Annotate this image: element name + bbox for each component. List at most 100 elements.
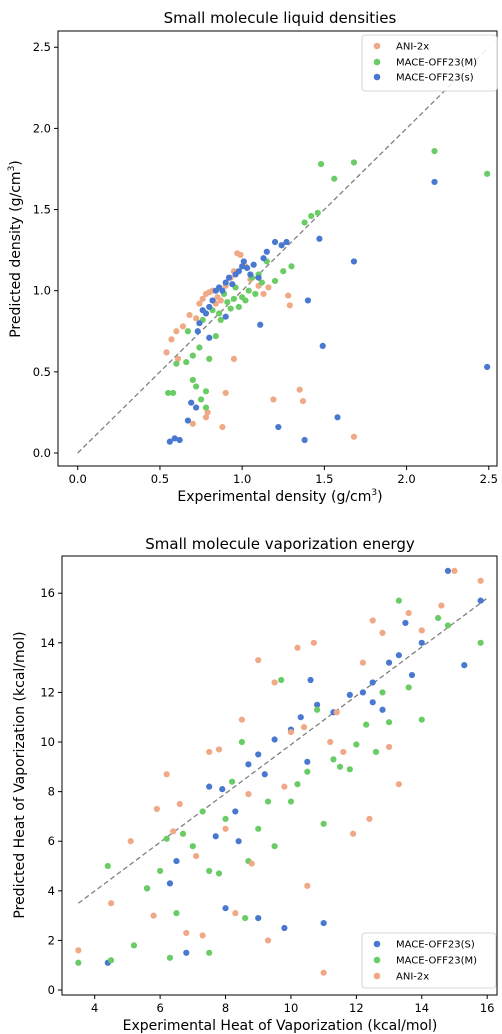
point-mace-off23-m xyxy=(202,404,210,411)
point-mace-off23-m xyxy=(196,344,203,351)
vaporization-panel: Small molecule vaporization energy 4 6 8 10… xyxy=(12,535,498,1034)
point-mace-off23-s xyxy=(225,274,233,281)
point-mace-off23-s xyxy=(222,313,229,320)
point-mace-off23-s xyxy=(408,671,416,679)
point-ani-2x xyxy=(192,853,200,860)
point-ani-2x xyxy=(294,644,301,651)
point-mace-off23-s xyxy=(484,363,491,371)
point-ani-2x xyxy=(75,947,82,954)
point-ani-2x xyxy=(245,791,252,798)
point-mace-off23-m xyxy=(173,910,180,917)
point-mace-off23-m xyxy=(199,808,206,815)
legend-marker-mace-off23-m-2 xyxy=(373,956,381,964)
point-ani-2x xyxy=(186,311,193,319)
point-mace-off23-s xyxy=(206,334,213,341)
point-ani-2x xyxy=(395,781,402,788)
point-mace-off23-s xyxy=(235,838,242,845)
point-mace-off23-s xyxy=(202,310,210,317)
point-mace-off23-s xyxy=(379,706,386,713)
point-mace-off23-s xyxy=(431,178,438,186)
point-mace-off23-m xyxy=(166,954,174,961)
legend-marker-mace-off23-m xyxy=(373,58,381,66)
point-mace-off23-m xyxy=(245,287,252,294)
point-mace-off23-s xyxy=(229,281,236,288)
legend-label-ani-2x: ANI-2x xyxy=(396,42,429,53)
point-ani-2x xyxy=(418,627,425,634)
vaporization-y-tick-label: 10 xyxy=(40,735,55,749)
point-mace-off23-m xyxy=(331,175,338,182)
point-ani-2x xyxy=(189,420,196,427)
point-ani-2x xyxy=(196,300,203,307)
point-mace-off23-s xyxy=(250,261,257,268)
point-mace-off23-m xyxy=(278,676,285,684)
point-mace-off23-m xyxy=(255,825,262,832)
point-ani-2x xyxy=(215,746,223,753)
point-mace-off23-s xyxy=(334,414,341,421)
legend-label-ani-2x-2: ANI-2x xyxy=(396,972,429,983)
point-mace-off23-m xyxy=(336,763,344,770)
point-ani-2x xyxy=(255,657,262,664)
vaporization-plot-area: 4 6 8 10 12 14 16 0 2 4 6 8 10 12 14 16 xyxy=(40,555,498,1015)
vaporization-x-tick-label: 4 xyxy=(91,1001,98,1015)
legend-label-mace-off23-m: MACE-OFF23(M) xyxy=(396,58,477,69)
point-mace-off23-m xyxy=(395,597,402,604)
point-mace-off23-m xyxy=(189,352,196,359)
point-ani-2x xyxy=(199,295,206,302)
point-mace-off23-s xyxy=(314,701,321,708)
point-mace-off23-m xyxy=(330,756,337,763)
point-mace-off23-m xyxy=(346,766,353,773)
vaporization-y-tick-label: 6 xyxy=(48,834,55,848)
density-y-tick-label: 0.0 xyxy=(33,446,51,460)
point-mace-off23-s xyxy=(359,689,367,696)
density-axes-frame xyxy=(57,30,498,467)
point-mace-off23-m xyxy=(258,279,265,286)
point-mace-off23-m xyxy=(179,830,187,837)
point-mace-off23-m xyxy=(271,843,278,850)
density-y-tick-label: 0.5 xyxy=(33,365,51,379)
point-mace-off23-m xyxy=(314,209,321,216)
point-mace-off23-m xyxy=(217,316,224,324)
point-mace-off23-s xyxy=(184,417,191,424)
point-mace-off23-s xyxy=(239,263,246,270)
point-mace-off23-m xyxy=(165,389,172,397)
point-mace-off23-s xyxy=(261,771,268,778)
point-ani-2x xyxy=(202,414,210,421)
point-mace-off23-m xyxy=(189,376,196,384)
point-ani-2x xyxy=(320,969,327,976)
vaporization-x-tick-label: 6 xyxy=(156,1001,163,1015)
point-mace-off23-m xyxy=(157,867,164,875)
point-mace-off23-m xyxy=(238,738,245,746)
point-ani-2x xyxy=(286,302,293,309)
point-mace-off23-s xyxy=(240,258,247,265)
point-mace-off23-m xyxy=(215,870,223,877)
point-ani-2x xyxy=(327,738,334,746)
point-mace-off23-m xyxy=(484,170,491,177)
point-mace-off23-m xyxy=(444,622,452,629)
point-mace-off23-m xyxy=(350,159,358,166)
point-ani-2x xyxy=(285,292,292,299)
point-mace-off23-m xyxy=(301,219,308,226)
point-mace-off23-m xyxy=(224,298,231,306)
point-mace-off23-s xyxy=(271,736,278,743)
point-ani-2x xyxy=(153,805,160,813)
point-mace-off23-s xyxy=(275,423,282,431)
point-ani-2x xyxy=(237,251,244,259)
point-mace-off23-m xyxy=(308,212,315,220)
vaporization-x-tick-label: 16 xyxy=(480,1001,495,1015)
point-mace-off23-s xyxy=(194,328,201,335)
point-mace-off23-m xyxy=(372,748,380,756)
point-ani-2x xyxy=(265,284,272,291)
point-mace-off23-s xyxy=(263,248,270,255)
point-ani-2x xyxy=(174,355,182,362)
point-mace-off23-m xyxy=(294,781,301,788)
point-ani-2x xyxy=(217,297,224,304)
point-ani-2x xyxy=(271,679,278,686)
point-mace-off23-m xyxy=(287,798,295,805)
point-mace-off23-s xyxy=(395,652,402,659)
point-ani-2x xyxy=(193,315,200,322)
point-ani-2x xyxy=(150,912,157,919)
point-ani-2x xyxy=(296,386,303,393)
point-mace-off23-s xyxy=(271,238,279,246)
legend-marker-ani-2x xyxy=(373,42,381,50)
point-mace-off23-s xyxy=(176,436,183,444)
